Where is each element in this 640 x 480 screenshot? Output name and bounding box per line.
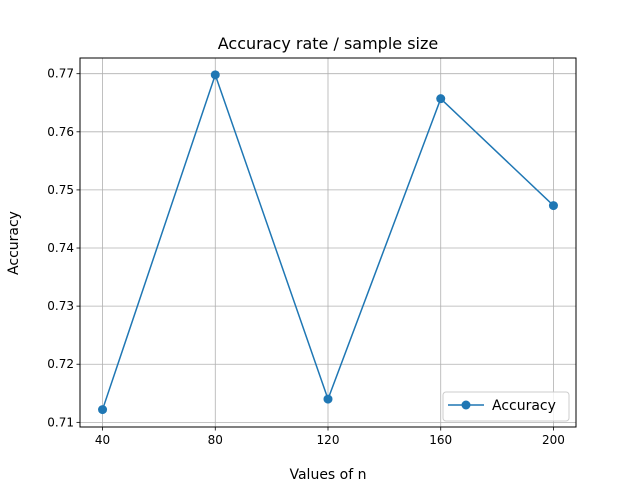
x-tick-label: 120 [317, 433, 340, 447]
data-point [548, 201, 558, 211]
data-point [210, 70, 220, 80]
axis-ticks: 40 80 120 160 200 0.71 0.72 0.73 0.74 0.75 0.76 0.7… [47, 67, 565, 447]
data-point [98, 405, 108, 415]
legend: Accuracy [442, 391, 570, 422]
y-tick-label: 0.73 [47, 299, 74, 313]
y-tick-label: 0.77 [47, 67, 74, 81]
y-tick-label: 0.74 [47, 241, 74, 255]
y-axis-label: Accuracy [6, 211, 22, 275]
legend-label: Accuracy [492, 398, 556, 414]
x-tick-label: 40 [95, 433, 110, 447]
y-tick-label: 0.76 [47, 125, 74, 139]
legend-marker [461, 400, 471, 410]
data-point [436, 94, 446, 104]
chart-title: Accuracy rate / sample size [218, 34, 438, 53]
grid [80, 58, 576, 427]
x-tick-label: 160 [429, 433, 452, 447]
x-tick-label: 200 [542, 433, 565, 447]
legend-box [442, 391, 570, 422]
x-tick-label: 80 [208, 433, 223, 447]
y-tick-label: 0.75 [47, 183, 74, 197]
data-point [323, 394, 333, 404]
series-accuracy [98, 70, 558, 415]
y-tick-label: 0.72 [47, 357, 74, 371]
x-axis-label: Values of n [289, 467, 366, 480]
y-tick-label: 0.71 [47, 415, 74, 429]
